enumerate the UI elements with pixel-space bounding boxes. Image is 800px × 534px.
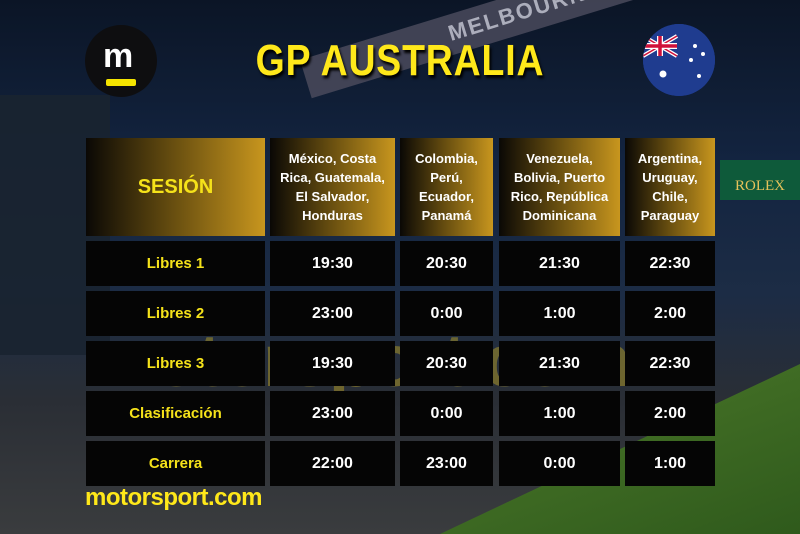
session-time: 20:30 (400, 341, 493, 386)
session-label: Clasificación (86, 391, 265, 436)
column-header-region: México, Costa Rica, Guatemala, El Salvad… (270, 138, 395, 236)
session-time: 0:00 (400, 291, 493, 336)
session-label: Carrera (86, 441, 265, 486)
column-header-session: SESIÓN (86, 138, 265, 236)
session-time: 2:00 (625, 391, 715, 436)
australia-flag-icon (643, 24, 715, 96)
session-time: 0:00 (499, 441, 620, 486)
session-time: 0:00 (400, 391, 493, 436)
session-time: 21:30 (499, 241, 620, 286)
session-time: 19:30 (270, 241, 395, 286)
session-time: 23:00 (270, 291, 395, 336)
session-time: 22:30 (625, 341, 715, 386)
motorsport-logo-icon: m (85, 25, 157, 97)
rolex-sign: ROLEX (720, 160, 800, 200)
grass-background (440, 364, 800, 534)
session-time: 1:00 (625, 441, 715, 486)
session-label: Libres 3 (86, 341, 265, 386)
session-time: 22:00 (270, 441, 395, 486)
session-time: 23:00 (400, 441, 493, 486)
session-label: Libres 2 (86, 291, 265, 336)
session-time: 2:00 (625, 291, 715, 336)
session-time: 21:30 (499, 341, 620, 386)
column-header-region: Venezuela, Bolivia, Puerto Rico, Repúbli… (499, 138, 620, 236)
session-time: 20:30 (400, 241, 493, 286)
session-time: 1:00 (499, 291, 620, 336)
footer-brand-logo: motorsport.com (85, 484, 263, 511)
session-time: 1:00 (499, 391, 620, 436)
session-label: Libres 1 (86, 241, 265, 286)
session-time: 19:30 (270, 341, 395, 386)
session-time: 23:00 (270, 391, 395, 436)
session-time: 22:30 (625, 241, 715, 286)
column-header-region: Colombia, Perú, Ecuador, Panamá (400, 138, 493, 236)
column-header-region: Argentina, Uruguay, Chile, Paraguay (625, 138, 715, 236)
page-title: GP AUSTRALIA (255, 36, 545, 85)
